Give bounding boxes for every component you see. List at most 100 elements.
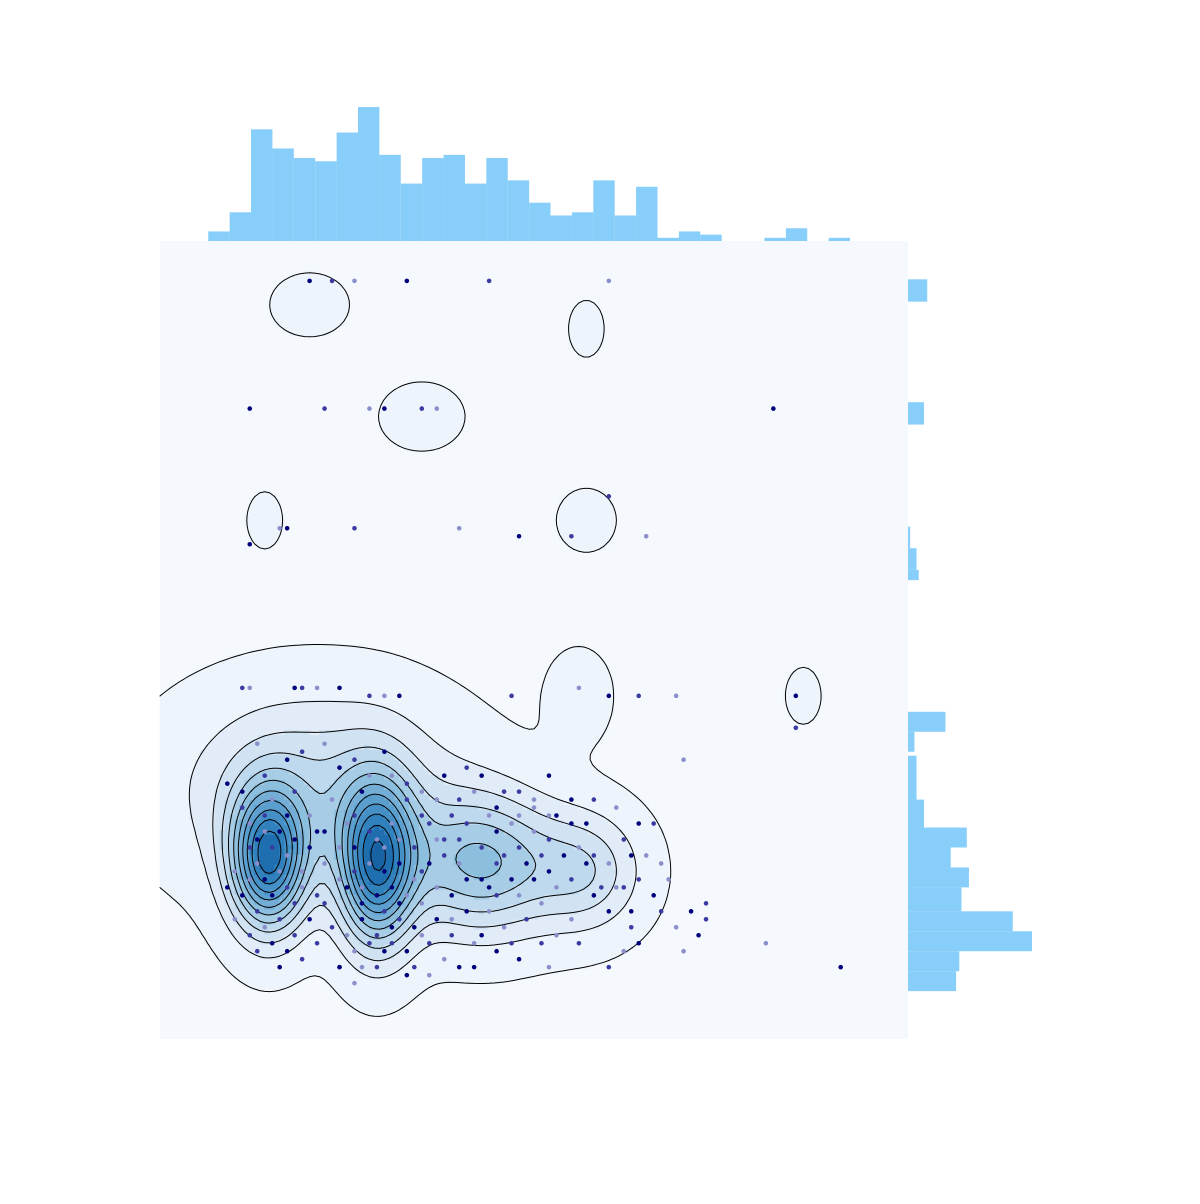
kde-fill-cell bbox=[519, 834, 525, 840]
kde-fill-cell bbox=[648, 919, 654, 925]
kde-fill-cell bbox=[299, 734, 305, 740]
kde-fill-cell bbox=[239, 729, 245, 735]
kde-fill-cell bbox=[309, 954, 315, 960]
kde-fill-cell bbox=[299, 844, 305, 850]
kde-fill-cell bbox=[379, 994, 385, 1000]
kde-fill-cell bbox=[200, 889, 206, 895]
kde-fill-cell bbox=[584, 834, 590, 840]
kde-fill-cell bbox=[165, 844, 171, 850]
kde-fill-cell bbox=[210, 809, 216, 815]
kde-fill-cell bbox=[434, 789, 440, 795]
kde-fill-cell bbox=[564, 779, 570, 785]
kde-fill-cell bbox=[220, 794, 226, 800]
kde-fill-cell bbox=[274, 784, 280, 790]
kde-fill-cell bbox=[205, 894, 211, 900]
kde-fill-cell bbox=[628, 929, 634, 935]
kde-fill-cell bbox=[509, 854, 515, 860]
kde-fill-cell bbox=[439, 879, 445, 885]
kde-fill-cell bbox=[384, 984, 390, 990]
kde-fill-cell bbox=[648, 869, 654, 875]
kde-fill-cell bbox=[469, 974, 475, 980]
kde-fill-cell bbox=[384, 989, 390, 995]
kde-fill-cell bbox=[638, 859, 644, 865]
kde-fill-cell bbox=[599, 774, 605, 780]
kde-fill-cell bbox=[344, 734, 350, 740]
kde-fill-cell bbox=[314, 784, 320, 790]
kde-fill-cell bbox=[579, 759, 585, 765]
kde-fill-cell bbox=[180, 744, 186, 750]
kde-fill-cell bbox=[329, 899, 335, 905]
kde-fill-cell bbox=[549, 939, 555, 945]
kde-fill-cell bbox=[434, 824, 440, 830]
kde-fill-cell bbox=[604, 794, 610, 800]
kde-fill-cell bbox=[259, 849, 265, 855]
kde-fill-cell bbox=[544, 924, 550, 930]
kde-fill-cell bbox=[359, 834, 365, 840]
kde-fill-cell bbox=[459, 734, 465, 740]
kde-fill-cell bbox=[529, 754, 535, 760]
kde-fill-cell bbox=[249, 779, 255, 785]
kde-fill-cell bbox=[175, 884, 181, 890]
kde-fill-cell bbox=[185, 819, 191, 825]
kde-fill-cell bbox=[230, 944, 236, 950]
kde-fill-cell bbox=[484, 724, 490, 730]
kde-fill-cell bbox=[235, 759, 241, 765]
kde-fill-cell bbox=[494, 919, 500, 925]
kde-fill-cell bbox=[434, 829, 440, 835]
kde-fill-cell bbox=[554, 759, 560, 765]
kde-fill-cell bbox=[294, 764, 300, 770]
kde-fill-cell bbox=[404, 984, 410, 990]
kde-fill-cell bbox=[489, 774, 495, 780]
kde-fill-cell bbox=[314, 919, 320, 925]
kde-fill-cell bbox=[314, 764, 320, 770]
kde-fill-cell bbox=[294, 744, 300, 750]
kde-fill-cell bbox=[439, 974, 445, 980]
kde-fill-cell bbox=[374, 999, 380, 1005]
kde-fill-cell bbox=[613, 834, 619, 840]
kde-fill-cell bbox=[544, 764, 550, 770]
kde-fill-cell bbox=[239, 959, 245, 965]
kde-fill-cell bbox=[165, 779, 171, 785]
kde-fill-cell bbox=[414, 894, 420, 900]
kde-fill-cell bbox=[205, 849, 211, 855]
kde-fill-cell bbox=[514, 924, 520, 930]
kde-fill-cell bbox=[429, 759, 435, 765]
kde-fill-cell bbox=[479, 794, 485, 800]
kde-fill-cell bbox=[509, 724, 515, 730]
kde-fill-cell bbox=[623, 939, 629, 945]
kde-fill-cell bbox=[489, 934, 495, 940]
kde-fill-cell bbox=[434, 969, 440, 975]
kde-fill-cell bbox=[584, 959, 590, 965]
kde-fill-cell bbox=[344, 979, 350, 985]
kde-fill-cell bbox=[434, 749, 440, 755]
kde-fill-cell bbox=[180, 864, 186, 870]
kde-fill-cell bbox=[559, 914, 565, 920]
kde-fill-cell bbox=[499, 879, 505, 885]
kde-fill-cell bbox=[444, 879, 450, 885]
kde-fill-cell bbox=[429, 839, 435, 845]
kde-fill-cell bbox=[544, 744, 550, 750]
kde-fill-cell bbox=[404, 979, 410, 985]
kde-fill-cell bbox=[254, 720, 260, 726]
kde-fill-cell bbox=[200, 819, 206, 825]
kde-fill-cell bbox=[524, 969, 530, 975]
kde-fill-cell bbox=[519, 929, 525, 935]
kde-fill-cell bbox=[210, 720, 216, 726]
kde-fill-cell bbox=[419, 720, 425, 726]
kde-fill-cell bbox=[653, 859, 659, 865]
kde-fill-cell bbox=[259, 859, 265, 865]
kde-fill-cell bbox=[534, 739, 540, 745]
kde-fill-cell bbox=[374, 954, 380, 960]
kde-fill-cell bbox=[589, 954, 595, 960]
kde-fill-cell bbox=[474, 954, 480, 960]
kde-fill-cell bbox=[464, 814, 470, 820]
kde-fill-cell bbox=[165, 774, 171, 780]
kde-fill-cell bbox=[514, 914, 520, 920]
kde-fill-cell bbox=[259, 729, 265, 735]
kde-fill-cell bbox=[324, 774, 330, 780]
kde-fill-cell bbox=[264, 959, 270, 965]
kde-fill-cell bbox=[469, 959, 475, 965]
kde-fill-cell bbox=[439, 894, 445, 900]
kde-fill-cell bbox=[364, 764, 370, 770]
kde-fill-cell bbox=[434, 864, 440, 870]
